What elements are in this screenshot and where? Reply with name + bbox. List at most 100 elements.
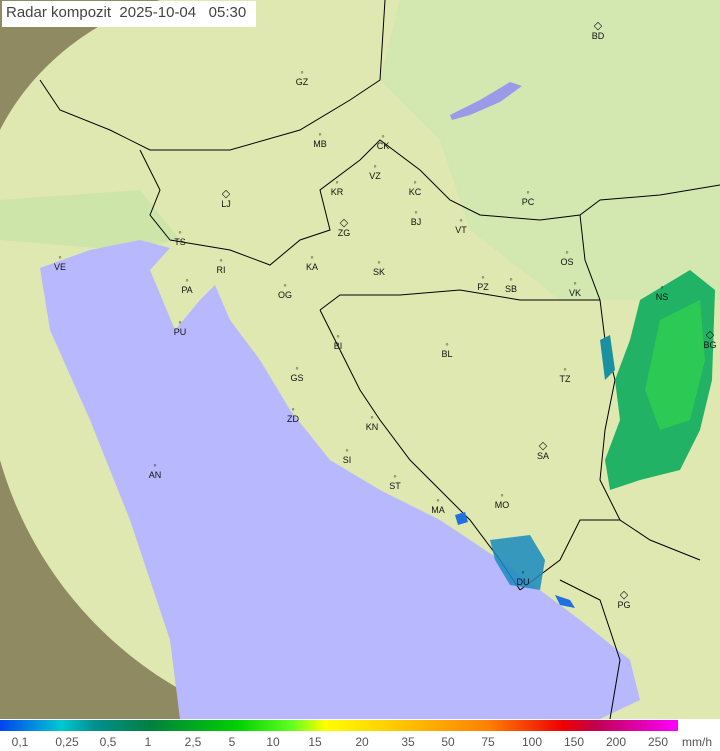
- dot-marker-icon: ◦: [481, 272, 485, 282]
- city-gz: ◦ GZ: [295, 67, 309, 88]
- dot-marker-icon: ◦: [318, 129, 322, 139]
- legend-tick: 2,5: [184, 735, 202, 749]
- adriatic-sea: [40, 240, 640, 719]
- city-bi: ◦ BI: [333, 331, 343, 352]
- dot-marker-icon: ◦: [381, 131, 385, 141]
- city-label: BI: [333, 341, 343, 351]
- legend-tick: 100: [521, 735, 543, 749]
- diamond-marker-icon: ◇: [221, 188, 231, 200]
- dot-marker-icon: ◦: [185, 275, 189, 285]
- city-label: TS: [174, 237, 186, 247]
- dot-marker-icon: ◦: [445, 339, 449, 349]
- city-label: OG: [277, 290, 293, 300]
- dot-marker-icon: ◦: [178, 227, 182, 237]
- diamond-marker-icon: ◇: [593, 20, 603, 32]
- dot-marker-icon: ◦: [345, 445, 349, 455]
- diamond-marker-icon: ◇: [619, 589, 629, 601]
- city-ve: ◦ VE: [54, 252, 66, 273]
- city-an: ◦ AN: [149, 461, 162, 481]
- city-zg: ◇ ZG: [338, 217, 351, 239]
- dot-marker-icon: ◦: [565, 247, 569, 257]
- diamond-marker-icon: ◇: [339, 217, 349, 229]
- legend-tick: 15: [308, 735, 322, 749]
- diamond-marker-icon: ◇: [705, 329, 715, 341]
- dot-marker-icon: ◦: [413, 177, 417, 187]
- legend-tick: 0,5: [99, 735, 117, 749]
- city-tz: ◦ TZ: [560, 364, 571, 385]
- dot-marker-icon: ◦: [414, 207, 418, 217]
- dot-marker-icon: ◦: [295, 363, 299, 373]
- legend-tick: 75: [481, 735, 495, 749]
- city-vz: ◦ VZ: [369, 162, 381, 182]
- city-label: CK: [376, 141, 390, 151]
- city-label: NS: [655, 292, 669, 302]
- dot-marker-icon: ◦: [459, 215, 463, 225]
- legend-unit: mm/h: [682, 735, 712, 749]
- city-label: MA: [431, 505, 445, 515]
- city-ns: ◦ NS: [655, 283, 669, 303]
- city-label: DU: [516, 577, 530, 587]
- title-time: 05:30: [208, 4, 247, 21]
- city-pu: ◦ PU: [173, 317, 187, 338]
- city-label: BJ: [410, 217, 422, 227]
- city-label: PG: [617, 600, 631, 610]
- dot-marker-icon: ◦: [521, 567, 525, 577]
- dot-marker-icon: ◦: [393, 471, 397, 481]
- city-st: ◦ ST: [389, 471, 401, 492]
- diamond-marker-icon: ◇: [538, 440, 548, 452]
- city-pg: ◇ PG: [617, 589, 631, 611]
- dot-marker-icon: ◦: [310, 252, 314, 262]
- city-label: PA: [181, 285, 193, 295]
- dot-marker-icon: ◦: [58, 252, 62, 262]
- city-ck: ◦ CK: [376, 131, 390, 152]
- city-ma: ◦ MA: [431, 496, 445, 516]
- title-date: 2025-10-04: [119, 4, 197, 21]
- dot-marker-icon: ◦: [178, 317, 182, 327]
- city-kr: ◦ KR: [331, 178, 344, 198]
- city-label: BG: [703, 340, 717, 350]
- map-title: Radar kompozit 2025-10-04 05:30: [2, 1, 257, 27]
- dot-marker-icon: ◦: [291, 404, 295, 414]
- city-label: OS: [560, 257, 574, 267]
- legend-tick: 50: [441, 735, 455, 749]
- city-mo: ◦ MO: [495, 490, 510, 511]
- dot-marker-icon: ◦: [377, 257, 381, 267]
- city-kc: ◦ KC: [409, 177, 422, 198]
- legend-tick: 20: [355, 735, 369, 749]
- dot-marker-icon: ◦: [336, 331, 340, 341]
- city-label: BD: [591, 31, 605, 41]
- po-plain: [0, 190, 180, 250]
- city-label: VZ: [369, 171, 381, 181]
- city-label: PZ: [477, 282, 489, 292]
- legend-color-bar: [0, 720, 678, 731]
- dot-marker-icon: ◦: [283, 280, 287, 290]
- dot-marker-icon: ◦: [526, 187, 530, 197]
- city-pz: ◦ PZ: [477, 272, 489, 293]
- dot-marker-icon: ◦: [500, 490, 504, 500]
- legend-tick: 250: [647, 735, 669, 749]
- city-label: SB: [504, 284, 518, 294]
- dot-marker-icon: ◦: [300, 67, 304, 77]
- city-sa: ◇ SA: [537, 440, 549, 462]
- city-sb: ◦ SB: [504, 274, 518, 295]
- map-canvas[interactable]: [0, 0, 720, 719]
- city-label: LJ: [221, 199, 231, 209]
- city-mb: ◦ MB: [313, 129, 327, 150]
- dot-marker-icon: ◦: [563, 364, 567, 374]
- dot-marker-icon: ◦: [370, 412, 374, 422]
- lake-balaton: [450, 82, 522, 120]
- city-label: GZ: [295, 77, 309, 87]
- title-label: Radar kompozit: [6, 4, 112, 21]
- dot-marker-icon: ◦: [509, 274, 513, 284]
- city-bj: ◦ BJ: [410, 207, 422, 228]
- city-lj: ◇ LJ: [221, 188, 231, 210]
- legend-tick: 0,1: [11, 735, 29, 749]
- city-zd: ◦ ZD: [287, 404, 299, 425]
- city-du: ◦ DU: [516, 567, 530, 588]
- city-label: PU: [173, 327, 187, 337]
- city-sk: ◦ SK: [373, 257, 385, 278]
- city-gs: ◦ GS: [290, 363, 303, 384]
- city-label: ZD: [287, 414, 299, 424]
- legend-tick: 0,25: [55, 735, 79, 749]
